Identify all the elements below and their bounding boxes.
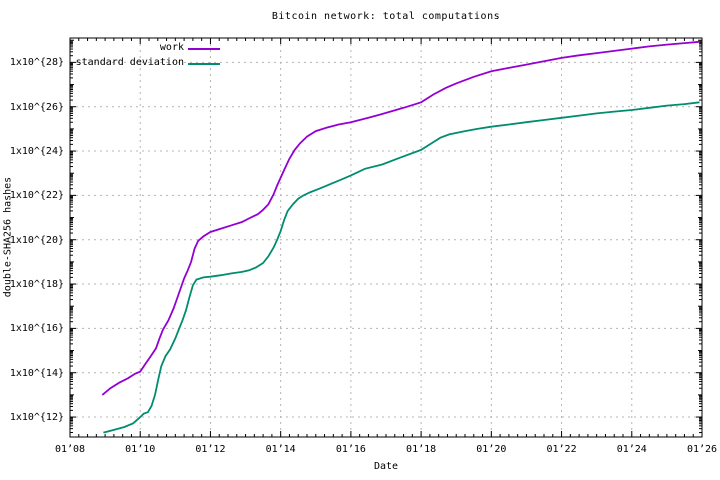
y-axis-label: double-SHA256 hashes	[2, 176, 14, 298]
x-axis-label: Date	[373, 461, 399, 472]
chart-title: Bitcoin network: total computations	[271, 11, 501, 22]
series-line-standard-deviation	[103, 101, 700, 434]
series-line-work	[101, 40, 700, 396]
plot-border	[69, 37, 703, 438]
